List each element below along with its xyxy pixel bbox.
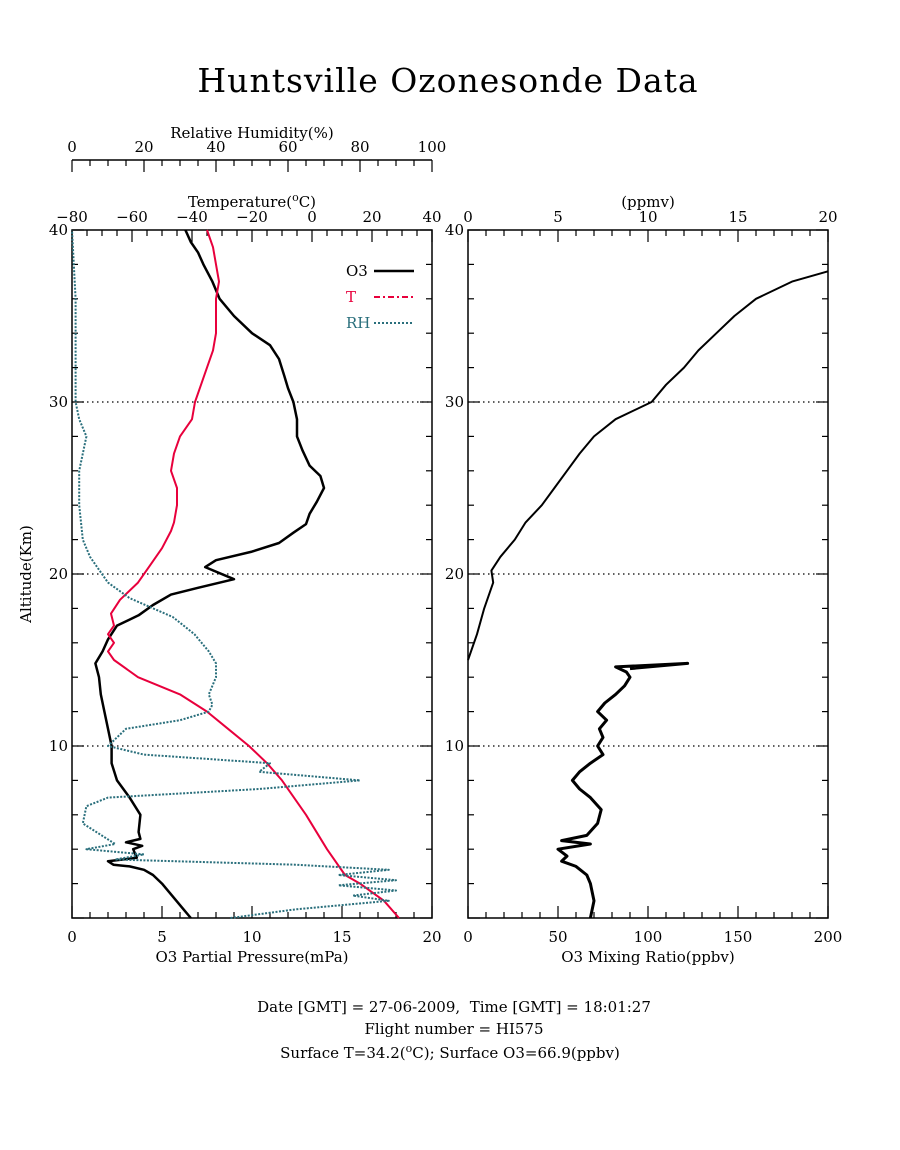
rh-axis-tick-label: 80 [350, 138, 369, 156]
left-altitude-axis-tick-label: 40 [49, 221, 68, 239]
temperature-axis-tick-label: −40 [176, 208, 208, 226]
left-altitude-axis-tick-label: 10 [49, 737, 68, 755]
mixing-ratio-axis-tick-label: 150 [724, 928, 753, 946]
right-grid [468, 401, 828, 747]
left-panel: 0 20 40 60 80 100 Relative Humidity(%) Temper… [17, 124, 446, 966]
rh-axis-tick-label: 0 [67, 138, 77, 156]
left-axis-ticks: −80 −60 −40 −20 0 20 40 0 5 10 15 20 10 20 30 40 [49, 208, 442, 946]
o3-partial-pressure-label: O3 Partial Pressure(mPa) [155, 948, 348, 966]
legend-label-t: T [346, 288, 356, 306]
o3-pressure-axis-tick-label: 0 [67, 928, 77, 946]
o3-pressure-axis-tick-label: 20 [422, 928, 441, 946]
rh-axis-tick-label: 40 [206, 138, 225, 156]
right-altitude-axis-tick-label: 30 [445, 393, 464, 411]
footer-surface-line: Surface T=34.2(oC); Surface O3=66.9(ppbv… [280, 1042, 620, 1062]
rh-axis-tick-label: 20 [134, 138, 153, 156]
temperature-axis-label: Temperature(oC) [188, 191, 316, 211]
series-rh-line [71, 229, 397, 919]
temperature-axis-tick-label: −80 [56, 208, 88, 226]
right-altitude-axis-tick-label: 20 [445, 565, 464, 583]
series-o3-line [94, 229, 326, 919]
temperature-axis-tick-label: 20 [362, 208, 381, 226]
o3-mixing-ratio-label: O3 Mixing Ratio(ppbv) [561, 948, 734, 966]
left-altitude-axis-tick-label: 30 [49, 393, 68, 411]
ppmv-axis-tick-label: 20 [818, 208, 837, 226]
legend-label-o3: O3 [346, 262, 368, 280]
temperature-axis-tick-label: −20 [236, 208, 268, 226]
series-o3-ppbv-line [556, 661, 690, 919]
right-altitude-axis-tick-label: 10 [445, 737, 464, 755]
footer-info: Date [GMT] = 27-06-2009, Time [GMT] = 18… [257, 998, 651, 1062]
legend-label-rh: RH [346, 314, 370, 332]
ppmv-axis-tick-label: 15 [728, 208, 747, 226]
footer-date-line: Date [GMT] = 27-06-2009, Time [GMT] = 18… [257, 998, 651, 1016]
rh-axis-ticks: 0 20 40 60 80 100 [67, 138, 446, 172]
temperature-axis-tick-label: 40 [422, 208, 441, 226]
rh-axis-tick-label: 60 [278, 138, 297, 156]
ppmv-axis-tick-label: 5 [553, 208, 563, 226]
o3-pressure-axis-tick-label: 15 [332, 928, 351, 946]
right-series-layer [467, 270, 829, 919]
altitude-axis-label: Altitude(Km) [17, 525, 35, 624]
left-altitude-axis-tick-label: 20 [49, 565, 68, 583]
series-o3-ppmv-line [467, 270, 829, 661]
ppmv-axis-label: (ppmv) [621, 193, 675, 211]
rh-axis-label: Relative Humidity(%) [170, 124, 333, 142]
o3-pressure-axis-tick-label: 10 [242, 928, 261, 946]
mixing-ratio-axis-tick-label: 0 [463, 928, 473, 946]
right-altitude-axis-tick-label: 40 [445, 221, 464, 239]
temperature-axis-tick-label: 0 [307, 208, 317, 226]
ppmv-axis-tick-label: 0 [463, 208, 473, 226]
ppmv-axis-tick-label: 10 [638, 208, 657, 226]
o3-pressure-axis-tick-label: 5 [157, 928, 167, 946]
mixing-ratio-axis-tick-label: 200 [814, 928, 843, 946]
series-t-line [107, 229, 400, 919]
mixing-ratio-axis-tick-label: 100 [634, 928, 663, 946]
mixing-ratio-axis-tick-label: 50 [548, 928, 567, 946]
chart-title: Huntsville Ozonesonde Data [197, 61, 698, 100]
rh-axis-tick-label: 100 [418, 138, 447, 156]
footer-flight-line: Flight number = HI575 [365, 1020, 544, 1038]
temperature-axis-tick-label: −60 [116, 208, 148, 226]
left-series-layer [71, 229, 400, 919]
left-grid [72, 401, 432, 747]
legend: O3 T RH [346, 262, 414, 332]
